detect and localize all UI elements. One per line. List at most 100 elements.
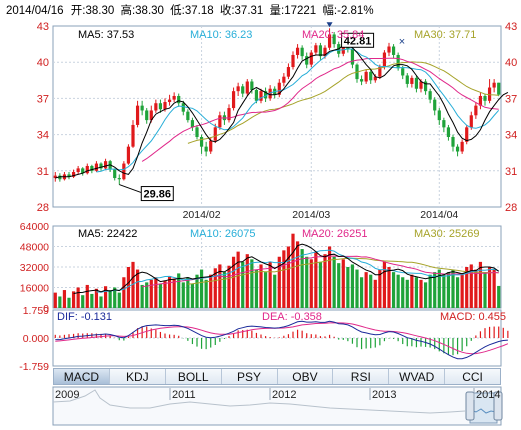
tab-kdj[interactable]: KDJ bbox=[109, 369, 166, 384]
price-cross-marker: × bbox=[399, 36, 405, 48]
candle-body bbox=[437, 110, 441, 121]
indicator-tabs: MACD KDJ BOLL PSY OBV RSI WVAD CCI bbox=[53, 368, 501, 385]
volume-bar bbox=[451, 269, 455, 308]
candle-body bbox=[71, 172, 76, 177]
volume-bar bbox=[167, 275, 172, 308]
tab-obv[interactable]: OBV bbox=[277, 369, 334, 384]
macd-legend-item: DIF: -0.131 bbox=[57, 311, 112, 323]
volume-bar bbox=[497, 285, 501, 308]
volume-bar bbox=[195, 274, 199, 308]
min-label-box bbox=[140, 186, 174, 202]
candle-body bbox=[227, 108, 231, 121]
max-label-box bbox=[341, 32, 375, 48]
volume-bar bbox=[259, 264, 263, 308]
price-legend-item: MA20: 35.84 bbox=[302, 29, 364, 41]
volume-bar bbox=[140, 284, 144, 308]
volume-bar bbox=[300, 249, 304, 308]
candle-body bbox=[465, 127, 469, 142]
ma10-line bbox=[96, 48, 500, 173]
navigator-selection-line bbox=[470, 408, 497, 414]
volume-legend-item: MA20: 26251 bbox=[302, 228, 367, 240]
candle-body bbox=[433, 99, 437, 111]
volume-bar bbox=[405, 279, 409, 308]
volume-bar bbox=[305, 256, 309, 308]
volume-bar bbox=[327, 246, 332, 308]
price-y-tick-right: 28 bbox=[505, 202, 517, 214]
tab-rsi[interactable]: RSI bbox=[333, 369, 390, 384]
candle-body bbox=[163, 102, 167, 110]
candle-body bbox=[135, 105, 140, 125]
tab-psy[interactable]: PSY bbox=[221, 369, 278, 384]
volume-bar bbox=[309, 259, 313, 308]
candle-body bbox=[323, 47, 327, 57]
volume-bar bbox=[346, 267, 350, 308]
candle-body bbox=[126, 146, 131, 164]
candle-body bbox=[387, 46, 391, 53]
candle-body bbox=[497, 82, 501, 95]
price-y-tick-right: 34 bbox=[505, 130, 517, 142]
price-candles bbox=[53, 28, 501, 185]
navigator-handle-right[interactable] bbox=[493, 391, 503, 421]
candle-body bbox=[172, 95, 176, 100]
candle-body bbox=[291, 54, 295, 68]
header-bar: 2014/04/16 开:38.30 高:38.30 低:37.18 收:37.… bbox=[6, 3, 374, 17]
candle-body bbox=[140, 105, 144, 111]
candle-body bbox=[149, 110, 153, 121]
volume-y-tick: 0 bbox=[43, 303, 49, 315]
volume-bar bbox=[135, 269, 140, 308]
candle-body bbox=[414, 77, 419, 89]
header-change: -2.81% bbox=[337, 5, 373, 17]
volume-bar bbox=[263, 272, 268, 308]
candle-body bbox=[218, 115, 222, 128]
candle-body bbox=[181, 103, 185, 112]
volume-bar bbox=[277, 256, 281, 308]
header-low: 37.18 bbox=[185, 5, 214, 17]
candle-body bbox=[236, 86, 240, 92]
candle-body bbox=[305, 56, 309, 65]
volume-bar bbox=[419, 279, 423, 308]
volume-bar bbox=[99, 296, 103, 308]
volume-bar bbox=[245, 254, 249, 308]
candle-body bbox=[263, 91, 268, 99]
candle-body bbox=[359, 79, 364, 82]
volume-bar bbox=[158, 283, 163, 308]
navigator-handle-left[interactable] bbox=[465, 391, 475, 421]
navigator-year-label: 2014 bbox=[476, 389, 500, 401]
candle-body bbox=[199, 137, 204, 147]
macd-histogram bbox=[54, 326, 509, 356]
volume-bar bbox=[286, 246, 291, 308]
volume-bar bbox=[359, 277, 364, 308]
volume-bar bbox=[71, 291, 76, 308]
candle-body bbox=[94, 163, 99, 171]
header-date: 2014/04/16 bbox=[6, 5, 64, 17]
volume-legend-item: MA5: 22422 bbox=[78, 228, 137, 240]
candle-body bbox=[446, 127, 451, 138]
volume-bar bbox=[90, 293, 94, 308]
candle-body bbox=[401, 68, 405, 76]
price-legend: MA5: 37.53 MA10: 36.23 MA20: 35.84 MA30: 37… bbox=[78, 29, 476, 48]
price-y-tick-right: 43 bbox=[505, 21, 517, 33]
volume-ma30-line bbox=[187, 257, 499, 285]
tab-wvad[interactable]: WVAD bbox=[389, 369, 446, 384]
volume-bar bbox=[213, 268, 217, 308]
volume-y-tick: 48000 bbox=[20, 242, 49, 254]
volume-bar bbox=[364, 272, 368, 308]
tab-boll[interactable]: BOLL bbox=[165, 369, 222, 384]
volume-bar bbox=[341, 259, 345, 308]
volume-bar bbox=[145, 282, 149, 308]
volume-bar bbox=[323, 254, 327, 308]
volume-bar bbox=[373, 279, 377, 308]
macd-legend-item: MACD: 0.455 bbox=[440, 311, 506, 323]
candle-body bbox=[259, 91, 263, 101]
svg-text:2014/04/16 开:38.30: 2014/04/16 开:38.30 高:38.30 低:37.18 收:37.… bbox=[6, 3, 374, 17]
volume-bar bbox=[391, 272, 396, 308]
tab-macd[interactable]: MACD bbox=[54, 369, 110, 384]
candle-body bbox=[158, 103, 163, 110]
volume-bar bbox=[387, 267, 391, 308]
candle-body bbox=[364, 71, 368, 82]
price-y-tick-left: 37 bbox=[37, 93, 49, 105]
tab-cci[interactable]: CCI bbox=[445, 369, 500, 384]
candle-body bbox=[423, 81, 428, 92]
min-leader bbox=[119, 184, 142, 194]
price-legend-item: MA30: 37.71 bbox=[414, 29, 476, 41]
